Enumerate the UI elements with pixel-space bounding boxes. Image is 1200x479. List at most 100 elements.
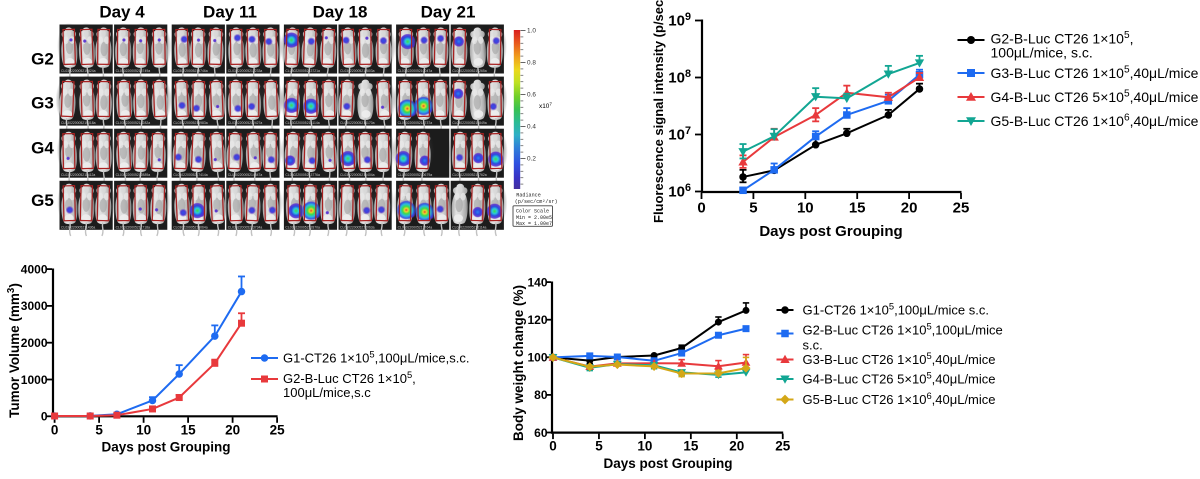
svg-text:107​: 107​: [668, 125, 691, 144]
svg-text:G5: G5: [31, 191, 54, 210]
svg-text:G3-B-Luc CT26 1×105​,40μL/mice: G3-B-Luc CT26 1×105​,40μL/mice: [803, 350, 996, 367]
svg-text:15: 15: [181, 423, 197, 438]
svg-text:CL030220005212803a: CL030220005212803a: [340, 69, 375, 73]
svg-text:Day 18: Day 18: [313, 3, 368, 22]
svg-text:0: 0: [549, 439, 557, 454]
svg-text:CL030220005213776a: CL030220005213776a: [285, 173, 320, 177]
svg-text:0: 0: [51, 423, 59, 438]
svg-text:G5-B-Luc CT26 1×106​,40μL/mice: G5-B-Luc CT26 1×106​,40μL/mice: [803, 390, 996, 407]
svg-text:CL030220005211718a: CL030220005211718a: [116, 225, 150, 229]
svg-text:120: 120: [527, 313, 547, 327]
svg-text:108​: 108​: [668, 68, 691, 87]
svg-text:CL030220005214170a: CL030220005214170a: [340, 121, 375, 125]
svg-text:CL030220005212427a: CL030220005212427a: [228, 121, 263, 125]
svg-text:CL030220005217764a: CL030220005217764a: [398, 225, 433, 229]
svg-text:CL030220005210047a: CL030220005210047a: [398, 69, 433, 73]
svg-text:4000: 4000: [21, 262, 48, 276]
svg-text:0.6: 0.6: [527, 92, 536, 99]
svg-text:CL030220005217063a: CL030220005217063a: [340, 225, 375, 229]
svg-text:CL030220005210824a: CL030220005210824a: [61, 69, 96, 73]
svg-text:0.8: 0.8: [527, 60, 536, 67]
svg-text:Max = 1.00e7: Max = 1.00e7: [516, 221, 552, 227]
svg-text:25: 25: [953, 200, 970, 217]
svg-text:G2-B-Luc CT26 1×105​,: G2-B-Luc CT26 1×105​,: [283, 369, 416, 386]
svg-text:G1-CT26 1×105​,100μL/mice,s.c.: G1-CT26 1×105​,100μL/mice,s.c.: [283, 349, 470, 366]
svg-text:CL030220005213114a: CL030220005213114a: [285, 121, 319, 125]
svg-text:CL030220005217414a: CL030220005217414a: [173, 173, 208, 177]
svg-text:CL030220005211436a: CL030220005211436a: [61, 225, 95, 229]
svg-text:20: 20: [729, 439, 744, 454]
svg-text:CL030220005211412a: CL030220005211412a: [61, 173, 95, 177]
svg-text:CL030220005218282a: CL030220005218282a: [116, 121, 151, 125]
svg-text:Min = 2.00e5: Min = 2.00e5: [516, 215, 552, 221]
svg-text:G1-CT26 1×105​,100μL/mice s.c.: G1-CT26 1×105​,100μL/mice s.c.: [803, 301, 990, 318]
svg-text:G4-B-Luc CT26 5×105​,40μL/mice: G4-B-Luc CT26 5×105​,40μL/mice: [803, 370, 996, 387]
svg-text:20: 20: [901, 200, 918, 217]
svg-text:Tumor Volume (mm3): Tumor Volume (mm3): [6, 283, 22, 418]
svg-text:10: 10: [797, 200, 814, 217]
svg-text:10: 10: [637, 439, 652, 454]
svg-text:CL030220005215749a: CL030220005215749a: [116, 69, 151, 73]
svg-text:(p/sec/cm²/sr): (p/sec/cm²/sr): [515, 199, 558, 205]
svg-text:Day 4: Day 4: [99, 3, 145, 22]
svg-text:G2-B-Luc CT26 1×105​,: G2-B-Luc CT26 1×105​,: [991, 30, 1134, 46]
svg-text:3000: 3000: [21, 299, 48, 313]
svg-text:s.c.: s.c.: [803, 338, 823, 353]
svg-text:CL030220005219746a: CL030220005219746a: [173, 69, 208, 73]
svg-text:CL030220005214847a: CL030220005214847a: [228, 173, 263, 177]
svg-text:100μL/mice, s.c.: 100μL/mice, s.c.: [991, 45, 1093, 61]
svg-text:CL030220005217265a: CL030220005217265a: [452, 69, 487, 73]
svg-text:CL030220005212870a: CL030220005212870a: [285, 225, 320, 229]
svg-text:100: 100: [527, 351, 547, 365]
svg-text:Color Scale: Color Scale: [516, 209, 549, 215]
svg-text:25: 25: [775, 439, 791, 454]
svg-text:140: 140: [527, 275, 547, 289]
svg-text:1000: 1000: [21, 373, 48, 387]
svg-text:0: 0: [41, 410, 48, 424]
svg-text:80: 80: [534, 388, 548, 402]
svg-text:G2-B-Luc CT26 1×105​,100μL/mic: G2-B-Luc CT26 1×105​,100μL/mice: [803, 321, 1003, 338]
svg-text:0: 0: [697, 200, 705, 217]
svg-text:10: 10: [136, 423, 151, 438]
svg-text:60: 60: [534, 426, 548, 440]
svg-text:CL030220005218983a: CL030220005218983a: [173, 121, 208, 125]
svg-text:CL030220005210679a: CL030220005210679a: [398, 173, 433, 177]
svg-text:G3-B-Luc CT26 1×105​,40μL/mice: G3-B-Luc CT26 1×105​,40μL/mice: [991, 65, 1199, 81]
svg-text:G2: G2: [31, 50, 54, 69]
svg-text:Days post Grouping: Days post Grouping: [101, 440, 230, 455]
svg-text:Radiance: Radiance: [516, 193, 540, 199]
svg-text:Days post Grouping: Days post Grouping: [759, 223, 902, 240]
svg-text:0.2: 0.2: [527, 156, 536, 163]
svg-text:CL030220005213734a: CL030220005213734a: [228, 225, 263, 229]
svg-text:CL030220005215762a: CL030220005215762a: [452, 173, 487, 177]
svg-text:CL030220005216849a: CL030220005216849a: [452, 121, 487, 125]
svg-text:Day 21: Day 21: [421, 3, 476, 22]
svg-text:G4: G4: [31, 139, 54, 158]
svg-text:15: 15: [849, 200, 866, 217]
svg-text:CL030220005213064a: CL030220005213064a: [173, 225, 208, 229]
svg-text:CL030220005210018a: CL030220005210018a: [61, 121, 96, 125]
svg-text:x: x: [0, 0, 1, 1]
svg-text:G4-B-Luc CT26 5×105​,40μL/mice: G4-B-Luc CT26 5×105​,40μL/mice: [991, 89, 1199, 105]
svg-text:G5-B-Luc CT26 1×106​,40μL/mice: G5-B-Luc CT26 1×106​,40μL/mice: [991, 113, 1199, 129]
svg-text:CL030220005212233a: CL030220005212233a: [228, 69, 263, 73]
svg-text:100μL/mice,s.c: 100μL/mice,s.c: [283, 385, 371, 400]
svg-text:20: 20: [225, 423, 240, 438]
svg-text:Days post Grouping: Days post Grouping: [603, 456, 732, 471]
svg-text:Body weight change (%): Body weight change (%): [511, 285, 526, 441]
svg-text:0.4: 0.4: [527, 124, 536, 131]
svg-text:5: 5: [595, 439, 603, 454]
svg-text:CL030220005213721a: CL030220005213721a: [285, 69, 320, 73]
svg-text:1.0: 1.0: [527, 28, 536, 35]
svg-text:CL030220005216114a: CL030220005216114a: [452, 225, 486, 229]
svg-text:CL030220005216404a: CL030220005216404a: [340, 173, 375, 177]
svg-text:5: 5: [95, 423, 103, 438]
svg-text:CL030220005212889a: CL030220005212889a: [116, 173, 151, 177]
svg-text:106​: 106​: [668, 182, 691, 201]
svg-text:5: 5: [749, 200, 757, 217]
svg-text:109​: 109​: [668, 11, 691, 30]
svg-text:Day 11: Day 11: [203, 3, 257, 22]
svg-text:G3: G3: [31, 94, 54, 113]
svg-text:15: 15: [683, 439, 699, 454]
svg-text:2000: 2000: [21, 336, 48, 350]
